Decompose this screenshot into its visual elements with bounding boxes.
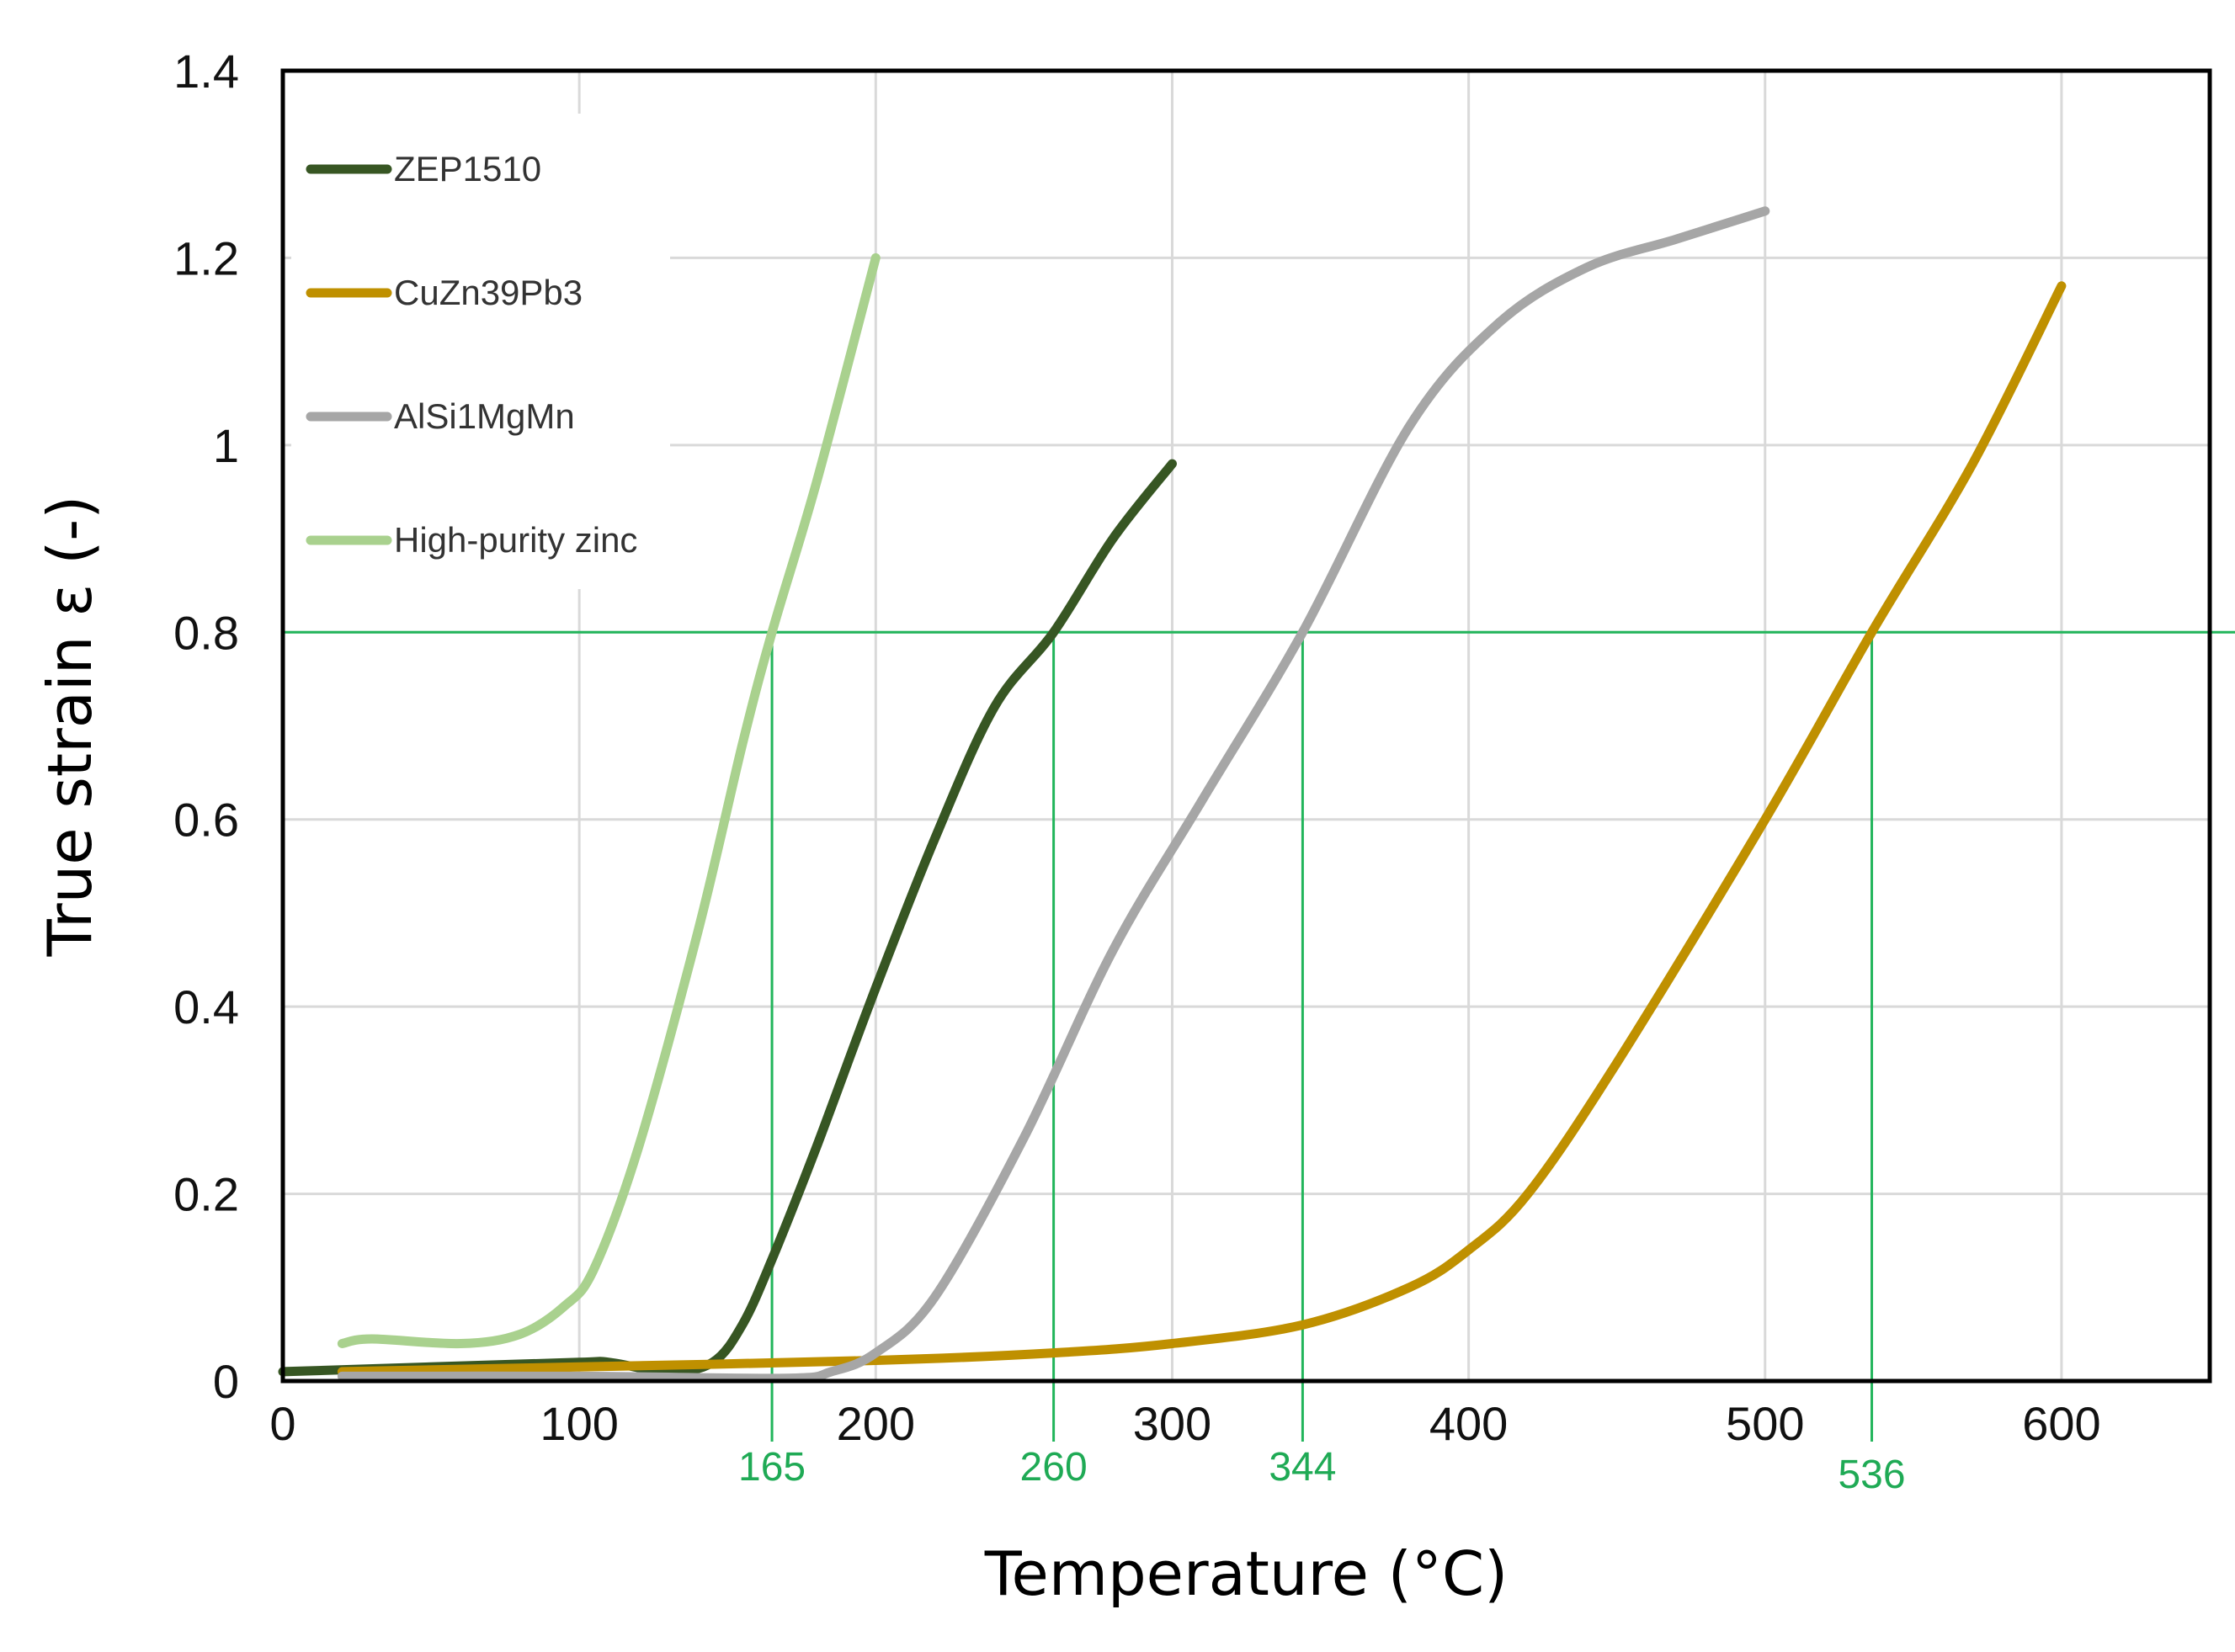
y-tick-label: 0.6 xyxy=(173,794,239,847)
legend-label: ZEP1510 xyxy=(394,149,541,189)
y-tick-label: 1.4 xyxy=(173,45,239,98)
legend-background xyxy=(291,114,670,589)
plot-area-frame xyxy=(280,68,2212,1384)
x-tick-label: 300 xyxy=(1133,1397,1211,1450)
reference-layer: 165 260 344 536 xyxy=(283,630,2235,1497)
series-line-alsi1mgmn xyxy=(337,206,1770,1384)
annotation-label: 260 xyxy=(1020,1445,1088,1490)
y-axis-title: True strain ε (-) xyxy=(35,496,105,958)
x-tick-label: 400 xyxy=(1429,1397,1508,1450)
y-tick-label: 0 xyxy=(213,1355,239,1408)
legend-label: High-purity zinc xyxy=(394,520,637,560)
y-tick-label: 0.8 xyxy=(173,606,239,659)
annotation-label: 536 xyxy=(1838,1453,1905,1497)
annotation-label: 344 xyxy=(1269,1445,1336,1490)
series-line-high-purity-zinc xyxy=(337,252,881,1349)
tick-label-layer: 0 100 200 300 400 500 600 0 0.2 0.4 0.6 0.8 1 1.2 1.4 xyxy=(173,45,2101,1450)
y-tick-label: 0.2 xyxy=(173,1168,239,1221)
x-tick-label: 600 xyxy=(2022,1397,2100,1450)
x-tick-label: 0 xyxy=(269,1397,295,1450)
annotation-label: 165 xyxy=(738,1445,806,1490)
x-axis-title: Temperature (°C) xyxy=(984,1538,1508,1609)
x-tick-label: 100 xyxy=(540,1397,618,1450)
legend-label: AlSi1MgMn xyxy=(394,396,575,436)
x-tick-label: 200 xyxy=(837,1397,915,1450)
y-tick-label: 1.2 xyxy=(173,231,239,284)
legend-label: CuZn39Pb3 xyxy=(394,273,583,312)
series-line-cuzn39pb3 xyxy=(337,281,2067,1377)
y-tick-label: 1 xyxy=(213,419,239,472)
y-tick-label: 0.4 xyxy=(173,980,239,1033)
legend: ZEP1510 CuZn39Pb3 AlSi1MgMn High-purity zin… xyxy=(291,114,670,589)
x-tick-label: 500 xyxy=(1726,1397,1804,1450)
series-layer xyxy=(278,206,2067,1384)
